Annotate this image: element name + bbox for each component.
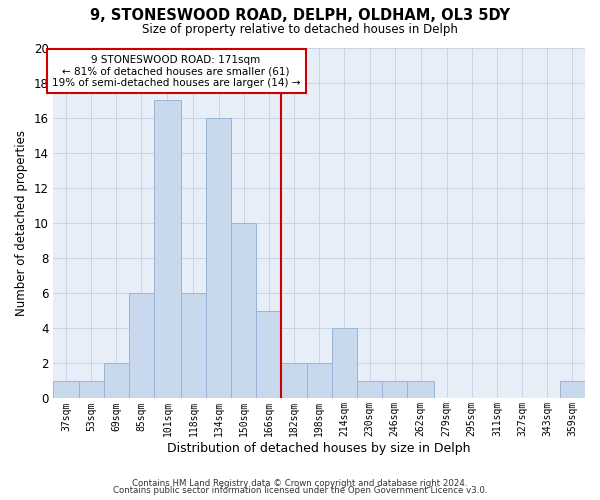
Text: Contains public sector information licensed under the Open Government Licence v3: Contains public sector information licen… [113,486,487,495]
Bar [256,310,281,398]
Bar [53,381,79,398]
Text: Size of property relative to detached houses in Delph: Size of property relative to detached ho… [142,22,458,36]
Bar [206,118,231,398]
Bar [382,381,407,398]
Bar [281,364,307,398]
Bar [231,223,256,398]
Bar [332,328,357,398]
Bar [104,364,129,398]
Bar [407,381,434,398]
Bar [79,381,104,398]
Text: 9 STONESWOOD ROAD: 171sqm
← 81% of detached houses are smaller (61)
19% of semi-: 9 STONESWOOD ROAD: 171sqm ← 81% of detac… [52,54,301,88]
Bar [154,100,181,398]
Bar [357,381,382,398]
Bar [181,293,206,399]
Bar [129,293,154,399]
Y-axis label: Number of detached properties: Number of detached properties [15,130,28,316]
Text: 9, STONESWOOD ROAD, DELPH, OLDHAM, OL3 5DY: 9, STONESWOOD ROAD, DELPH, OLDHAM, OL3 5… [90,8,510,22]
Bar [307,364,332,398]
Bar [560,381,585,398]
X-axis label: Distribution of detached houses by size in Delph: Distribution of detached houses by size … [167,442,471,455]
Text: Contains HM Land Registry data © Crown copyright and database right 2024.: Contains HM Land Registry data © Crown c… [132,478,468,488]
